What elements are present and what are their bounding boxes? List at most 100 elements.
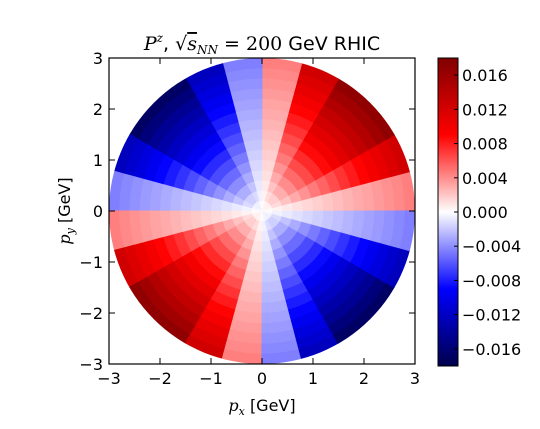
heatmap-cell [302,268,328,292]
heatmap-cell [162,234,183,263]
heatmap-cell [251,240,263,253]
heatmap-cell [261,200,265,211]
x-tick-label: 1 [308,369,318,388]
heatmap-cell [340,210,355,236]
heatmap-cell [261,348,303,364]
heatmap-cell [269,216,281,226]
heatmap-cell [312,113,343,140]
heatmap-cell [367,143,391,180]
heatmap-cell [262,208,273,212]
heatmap-cell [252,211,262,219]
heatmap-cell [227,77,263,93]
heatmap-cell [261,309,292,324]
heatmap-cell [241,170,255,185]
heatmap-cell [261,299,289,314]
heatmap-cell [152,311,192,345]
heatmap-cell [164,261,191,292]
heatmap-cell [251,190,260,203]
heatmap-cell [251,208,262,212]
heatmap-cell [259,211,263,222]
heatmap-cell [312,282,343,309]
heatmap-cell [251,205,262,211]
heatmap-cell [181,113,212,140]
heatmap-cell [181,145,205,171]
heatmap-cell [262,211,268,222]
heatmap-cell [261,98,292,113]
heatmap-cell [113,247,139,289]
heatmap-cell [261,58,303,74]
heatmap-cell [269,237,283,252]
heatmap-cell [293,316,330,340]
heatmap-cell [167,95,202,125]
heatmap-cell [169,210,184,236]
heatmap-cell [160,86,197,118]
heatmap-cell [326,256,352,284]
heatmap-cells [109,58,415,364]
heatmap-cell [137,276,169,313]
heatmap-cell [245,149,263,162]
heatmap-cell [225,239,242,256]
title-symbol: P [143,33,158,55]
heatmap-cell [261,190,268,202]
heatmap-cell [133,143,157,180]
heatmap-cell [312,152,334,176]
heatmap-cell [217,174,234,191]
heatmap-cell [200,307,234,330]
heatmap-cell [160,304,197,336]
heatmap-cell [385,247,411,289]
heatmap-cell [205,101,236,123]
heatmap-cell [261,128,284,143]
heatmap-cell [230,202,243,212]
heatmap-cell [241,237,255,252]
heatmap-cell [262,200,268,211]
heatmap-cell [194,82,231,106]
x-tick-label: −1 [199,369,223,388]
heatmap-cell [221,190,236,204]
heatmap-cell [350,237,372,268]
heatmap-cell [172,164,192,191]
heatmap-cell [319,145,343,171]
heatmap-cell [215,281,242,301]
heatmap-cell [221,348,263,364]
heatmap-cell [350,210,365,238]
y-tick-label: 0 [93,202,103,221]
heatmap-cell [350,184,365,212]
heatmap-cell [380,210,396,246]
heatmap-cell [202,224,218,243]
heatmap-cell [261,270,281,283]
heatmap-cell [367,242,391,279]
heatmap-cell [317,290,350,318]
heatmap-cell [301,197,314,212]
heatmap-cell [399,170,415,212]
heatmap-cell [202,179,218,198]
title-equals-value: = 200 [224,33,282,55]
heatmap-cell [199,159,219,181]
heatmap-cell [128,176,144,212]
heatmap-cell [247,218,257,230]
heatmap-cell [292,254,314,274]
heatmap-cell [254,211,262,221]
heatmap-cell [291,210,304,222]
heatmap-cell [341,123,369,156]
heatmap-cell [298,334,340,360]
heatmap-cell [123,138,148,178]
heatmap-cell [330,189,345,212]
heatmap-cell [181,282,212,309]
y-axis-ticks: −3 −2 −1 0 1 2 3 [79,49,415,374]
heatmap-cell [321,210,334,230]
heatmap-cell [262,210,273,214]
heatmap-cell [243,216,255,226]
heatmap-cell [138,210,154,244]
heatmap-cell [155,123,183,156]
heatmap-cell [280,131,304,150]
heatmap-cell [246,228,257,242]
heatmap-cell [264,190,273,203]
colorbar-tick-label: −0.012 [462,306,521,325]
heatmap-cell [243,270,263,283]
heatmap-cell [210,111,239,132]
heatmap-cell [332,77,372,111]
heatmap-cell [218,157,237,176]
heatmap-cell [267,180,278,194]
heatmap-cell [270,200,283,209]
